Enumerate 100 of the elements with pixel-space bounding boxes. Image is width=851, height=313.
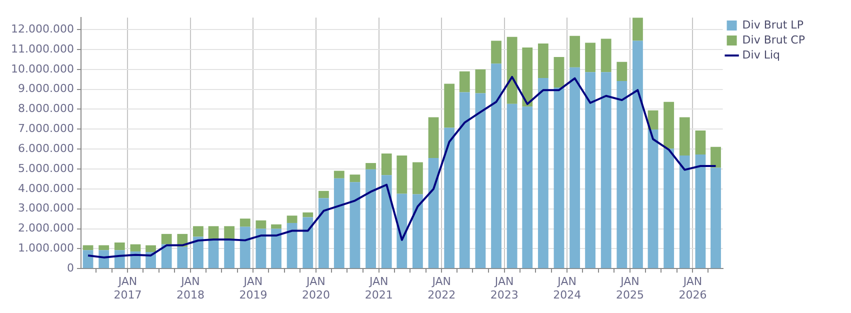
y-tick-label: 5.000.000 (18, 162, 74, 175)
bar (318, 190, 329, 198)
bar (491, 64, 502, 268)
bar (208, 226, 219, 239)
bar (286, 216, 298, 223)
legend-label: Div Brut CP (742, 33, 806, 46)
y-tick-label: 2.000.000 (18, 222, 74, 235)
bar (396, 194, 408, 268)
bar (585, 72, 596, 268)
bar (412, 194, 423, 268)
bar (146, 245, 156, 252)
x-tick-label: JAN 2021 (364, 275, 393, 302)
bar (82, 250, 94, 268)
bar (366, 163, 376, 170)
bar (710, 146, 721, 168)
y-tick-label: 0 (66, 261, 74, 274)
x-tick-label: JAN 2023 (490, 275, 518, 302)
bar (616, 62, 628, 81)
y-tick-label: 3.000.000 (18, 202, 74, 215)
bar (381, 153, 392, 176)
bar (161, 234, 172, 244)
bar (444, 84, 455, 128)
bar (271, 224, 282, 229)
bar (570, 36, 580, 68)
bar (695, 130, 706, 154)
legend-label: Div Brut LP (742, 18, 804, 32)
y-tick-label: 12.000.000 (10, 22, 74, 36)
bar (538, 43, 548, 78)
bar (334, 178, 344, 268)
bar (585, 42, 596, 72)
y-tick-label: 8.000.000 (18, 102, 74, 116)
bar (381, 175, 392, 268)
bar (396, 155, 408, 194)
y-tick-label: 11.000.000 (10, 42, 74, 56)
bar (366, 169, 376, 268)
bar (616, 80, 628, 268)
bar (256, 228, 266, 268)
bar (240, 218, 250, 227)
bar (114, 242, 125, 250)
x-tick-label: JAN 2019 (239, 275, 268, 302)
bar (334, 170, 344, 178)
bar (506, 104, 518, 268)
bar (193, 236, 204, 268)
bar (302, 217, 314, 268)
x-tick-label: JAN 2018 (176, 275, 204, 302)
bar (710, 168, 721, 268)
bar (82, 245, 94, 250)
bar (570, 67, 580, 268)
bar (98, 245, 110, 250)
bar (459, 92, 470, 268)
bar (522, 47, 533, 107)
x-tick-label: JAN 2022 (428, 275, 456, 302)
bar (632, 40, 643, 268)
x-tick-label: JAN 2020 (302, 275, 330, 302)
bar (679, 117, 690, 156)
bar (664, 148, 674, 268)
bar (302, 212, 314, 218)
bar (679, 155, 690, 268)
bar (240, 226, 250, 268)
bar (256, 220, 266, 229)
y-tick-label: 10.000.000 (10, 62, 74, 76)
bar (130, 244, 141, 252)
x-tick-label: JAN 2024 (553, 275, 582, 302)
bar (428, 158, 439, 268)
y-tick-label: 7.000.000 (18, 122, 74, 136)
bar (459, 71, 470, 92)
bar (538, 78, 548, 268)
bar (444, 128, 455, 268)
bar (506, 36, 518, 104)
y-tick-label: 4.000.000 (18, 182, 74, 195)
x-tick-label: JAN 2026 (678, 275, 707, 302)
bar (475, 69, 486, 94)
y-tick-label: 1.000.000 (18, 242, 74, 255)
bar (412, 162, 423, 194)
bar (224, 240, 235, 268)
bar (318, 198, 329, 268)
bar (350, 182, 360, 268)
bar (554, 88, 564, 268)
legend-label: Div Liq (742, 48, 780, 62)
bar (522, 106, 533, 268)
bar (491, 40, 502, 64)
bar (475, 93, 486, 268)
x-tick-label: JAN 2025 (616, 275, 644, 302)
bar (428, 117, 439, 158)
bar (271, 228, 282, 268)
bar (600, 38, 612, 72)
bar (664, 102, 674, 149)
bar (554, 57, 564, 88)
y-tick-label: 6.000.000 (18, 142, 74, 155)
bar (600, 72, 612, 268)
bar (632, 18, 643, 41)
bar (648, 130, 658, 268)
bar (695, 154, 706, 268)
bar (350, 174, 360, 182)
y-tick-label: 9.000.000 (18, 82, 74, 96)
bar (208, 238, 219, 268)
bar (286, 222, 298, 268)
x-tick-label: JAN 2017 (114, 275, 142, 302)
bar (193, 226, 204, 237)
bar (177, 246, 188, 268)
